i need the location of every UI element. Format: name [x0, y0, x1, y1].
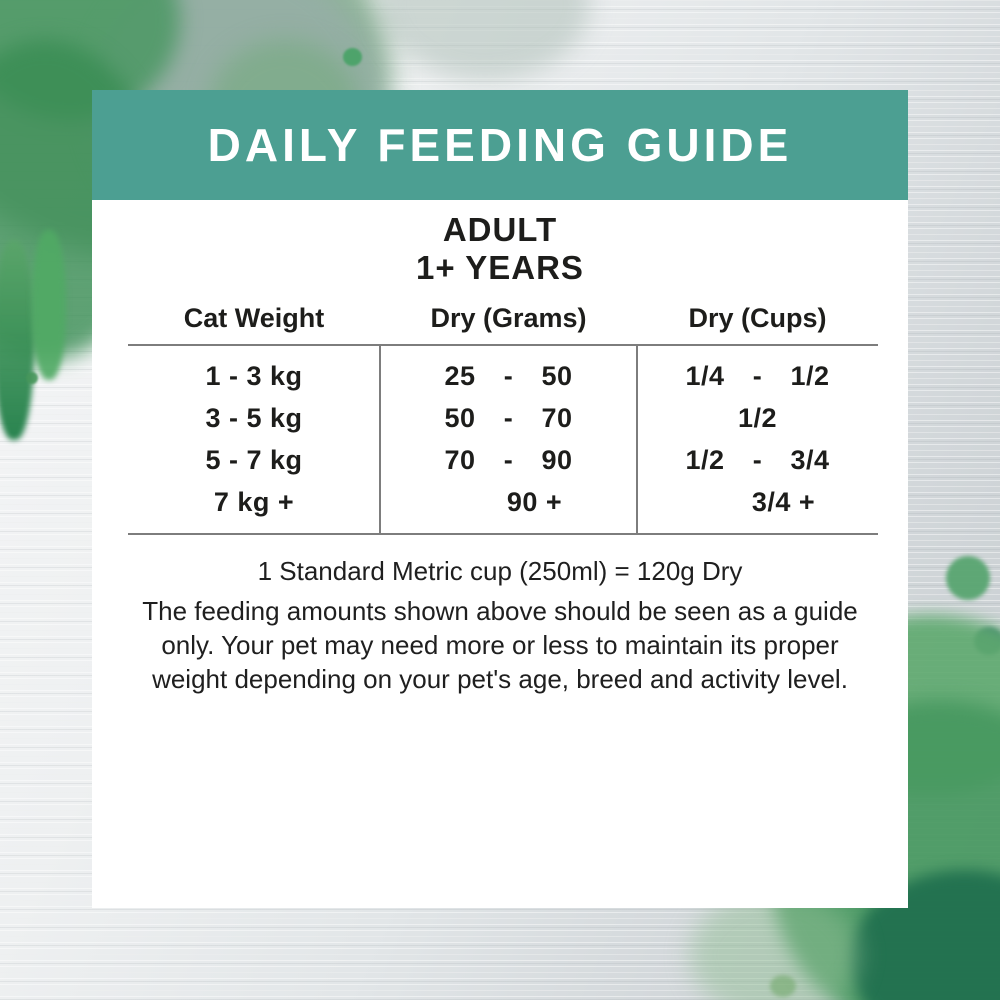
grams-max: 70: [541, 403, 573, 434]
column-header-dry-grams: Dry (Grams): [430, 303, 587, 333]
cup-equivalence-note: 1 Standard Metric cup (250ml) = 120g Dry: [257, 556, 743, 586]
feeding-guide-card: DAILY FEEDING GUIDE ADULT 1+ YEARS Cat W…: [92, 90, 908, 908]
watercolor-dot-top-center: [343, 48, 362, 66]
watercolor-dot-bottom: [770, 975, 796, 997]
watercolor-dot-right-upper: [946, 556, 990, 600]
column-header-dry-cups: Dry (Cups): [688, 303, 827, 333]
page-title: DAILY FEEDING GUIDE: [207, 119, 793, 171]
column-divider-2: [636, 346, 638, 533]
weight-cell: 1 - 3 kg: [205, 361, 303, 392]
watercolor-drip-short: [32, 230, 66, 380]
range-dash: -: [503, 361, 514, 392]
cups-max: 1/2: [790, 361, 830, 392]
cups-cell: 1/2 - 3/4: [637, 445, 878, 476]
feeding-disclaimer-text: The feeding amounts shown above should b…: [142, 596, 858, 694]
life-stage-line1: ADULT: [442, 211, 558, 248]
table-row: 1 - 3 kg 25 - 50 1/4 - 1/2: [128, 356, 878, 398]
grams-cell: 50 - 70: [380, 403, 637, 434]
range-dash: -: [503, 403, 514, 434]
watercolor-splash-top-pale: [380, 0, 590, 80]
weight-cell: 5 - 7 kg: [205, 444, 303, 475]
cups-cell: 3/4 +: [637, 487, 878, 518]
cups-max: 3/4: [790, 444, 830, 475]
cups-single: 3/4 +: [751, 486, 816, 517]
table-column-headers: Cat Weight Dry (Grams) Dry (Cups): [128, 303, 878, 334]
header-banner: DAILY FEEDING GUIDE: [92, 90, 908, 200]
table-row: 5 - 7 kg 70 - 90 1/2 - 3/4: [128, 440, 878, 482]
weight-cell: 7 kg +: [213, 486, 295, 517]
life-stage-line2: 1+ YEARS: [416, 249, 584, 286]
grams-cell: 25 - 50: [380, 361, 637, 392]
range-dash: -: [752, 361, 763, 392]
watercolor-drip-dot: [26, 372, 38, 384]
watercolor-drip-long: [0, 240, 34, 440]
table-row: 7 kg + 90 + 3/4 +: [128, 481, 878, 523]
grams-max: 50: [541, 361, 573, 392]
grams-min: 70: [444, 444, 476, 475]
grams-max: 90: [541, 444, 573, 475]
grams-min: 50: [444, 403, 476, 434]
grams-single: 90 +: [506, 486, 563, 517]
grams-cell: 70 - 90: [380, 445, 637, 476]
feeding-table-body: 1 - 3 kg 25 - 50 1/4 - 1/2 3 - 5 kg 50 -…: [128, 344, 878, 535]
cups-min: 1/2: [685, 444, 725, 475]
cups-cell: 1/2: [637, 403, 878, 434]
cups-min: 1/4: [685, 361, 725, 392]
range-dash: -: [752, 444, 763, 475]
grams-cell: 90 +: [380, 487, 637, 518]
weight-cell: 3 - 5 kg: [205, 403, 303, 434]
range-dash: -: [503, 444, 514, 475]
column-header-cat-weight: Cat Weight: [183, 303, 325, 333]
life-stage-subtitle: ADULT 1+ YEARS: [92, 211, 908, 287]
column-divider-1: [379, 346, 381, 533]
cups-single: 1/2: [737, 403, 778, 434]
grams-min: 25: [444, 361, 476, 392]
table-row: 3 - 5 kg 50 - 70 1/2: [128, 398, 878, 440]
cups-cell: 1/4 - 1/2: [637, 361, 878, 392]
